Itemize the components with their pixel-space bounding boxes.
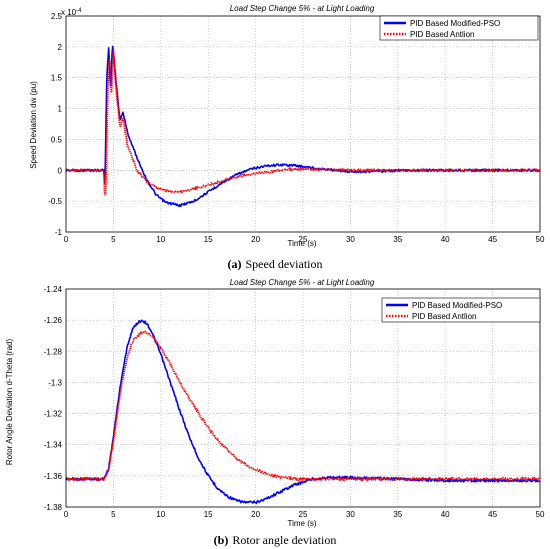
chart-a-legend-antlion: PID Based Antlion: [410, 30, 474, 39]
b-xtick-label: 0: [64, 510, 69, 519]
b-series-pso: [65, 319, 541, 505]
chart-a-legend: PID Based Modified-PSO PID Based Antlion: [379, 15, 539, 41]
chart-b-legend-pso: PID Based Modified-PSO: [412, 301, 502, 310]
chart-a-tick-labels: 0 5 10 15 20 25 30 35 40 45 50 -1 -0.5 0 0.5 1 1.5 2 2.5: [48, 12, 545, 244]
b-xtick-label: 15: [204, 510, 213, 519]
chart-b-legend-antlion: PID Based Antlion: [412, 312, 476, 321]
b-xtick-label: 30: [346, 510, 355, 519]
b-xtick-label: 5: [111, 510, 116, 519]
chart-a-caption: (a) Speed deviation: [228, 257, 323, 271]
b-xtick-label: 35: [393, 510, 402, 519]
a-xtick-label: 15: [204, 235, 213, 244]
a-series-antlion: [65, 49, 541, 197]
chart-b-legend-box: [381, 297, 541, 323]
chart-a-legend-box: [379, 15, 539, 41]
chart-a-axes-frame: [65, 15, 541, 233]
a-ytick-label: 1: [58, 105, 63, 114]
b-xtick-label: 20: [251, 510, 260, 519]
b-xtick-label: 25: [299, 510, 308, 519]
a-xtick-label: 40: [441, 235, 450, 244]
chart-b-caption: (b) Rotor angle deviation: [214, 533, 337, 547]
b-xtick-label: 50: [536, 510, 545, 519]
a-xtick-label: 25: [299, 235, 308, 244]
b-ytick-label: -1.32: [44, 410, 63, 419]
a-xtick-label: 30: [346, 235, 355, 244]
b-xtick-label: 10: [156, 510, 165, 519]
chart-b-series: [65, 319, 541, 505]
chart-a-exponent: x 10-4: [61, 8, 82, 17]
chart-a-grid: [65, 15, 541, 233]
chart-b-ylabel: Rotor Angle Deviation d-Theta (rad): [5, 339, 14, 466]
a-xtick-label: 45: [488, 235, 497, 244]
chart-b-title: Load Step Change 5% - at Light Loading: [230, 278, 375, 287]
a-ytick-label: -1: [55, 228, 63, 237]
a-ytick-label: 0.5: [51, 135, 63, 144]
b-ytick-label: -1.38: [44, 503, 63, 512]
a-xtick-label: 20: [251, 235, 260, 244]
chart-a-legend-pso: PID Based Modified-PSO: [410, 19, 500, 28]
a-ytick-label: 2.5: [51, 12, 63, 21]
b-series-antlion: [65, 330, 541, 482]
chart-a-xlabel: Time (s): [287, 239, 316, 248]
chart-b-tick-labels: 0 5 10 15 20 25 30 35 40 45 50 -1.38 -1.36 -1.34 -1.32…: [44, 285, 545, 519]
a-ytick-label: 0: [58, 166, 63, 175]
chart-b-xlabel: Time (s): [287, 519, 316, 528]
a-ytick-label: 1.5: [51, 74, 63, 83]
rotor-angle-deviation-chart: Load Step Change 5% - at Light Loading 0…: [5, 278, 545, 547]
chart-b-axes-frame: [65, 288, 541, 508]
speed-deviation-chart: Load Step Change 5% - at Light Loading 0…: [29, 4, 545, 271]
chart-a-series: [65, 45, 541, 208]
chart-a-title: Load Step Change 5% - at Light Loading: [230, 4, 375, 13]
a-xtick-label: 0: [64, 235, 69, 244]
a-xtick-label: 35: [393, 235, 402, 244]
chart-b-legend: PID Based Modified-PSO PID Based Antlion: [381, 297, 541, 323]
a-series-pso: [65, 45, 541, 208]
b-ytick-label: -1.26: [44, 316, 63, 325]
a-xtick-label: 10: [156, 235, 165, 244]
chart-a-ylabel: Speed Deviation dw (pu): [29, 81, 38, 169]
b-xtick-label: 45: [488, 510, 497, 519]
a-ytick-label: -0.5: [48, 197, 62, 206]
b-ytick-label: -1.36: [44, 472, 63, 481]
a-ytick-label: 2: [58, 43, 63, 52]
b-ytick-label: -1.24: [44, 285, 63, 294]
b-xtick-label: 40: [441, 510, 450, 519]
a-xtick-label: 5: [111, 235, 116, 244]
b-ytick-label: -1.3: [48, 378, 62, 387]
a-xtick-label: 50: [536, 235, 545, 244]
b-ytick-label: -1.34: [44, 441, 63, 450]
b-ytick-label: -1.28: [44, 347, 63, 356]
